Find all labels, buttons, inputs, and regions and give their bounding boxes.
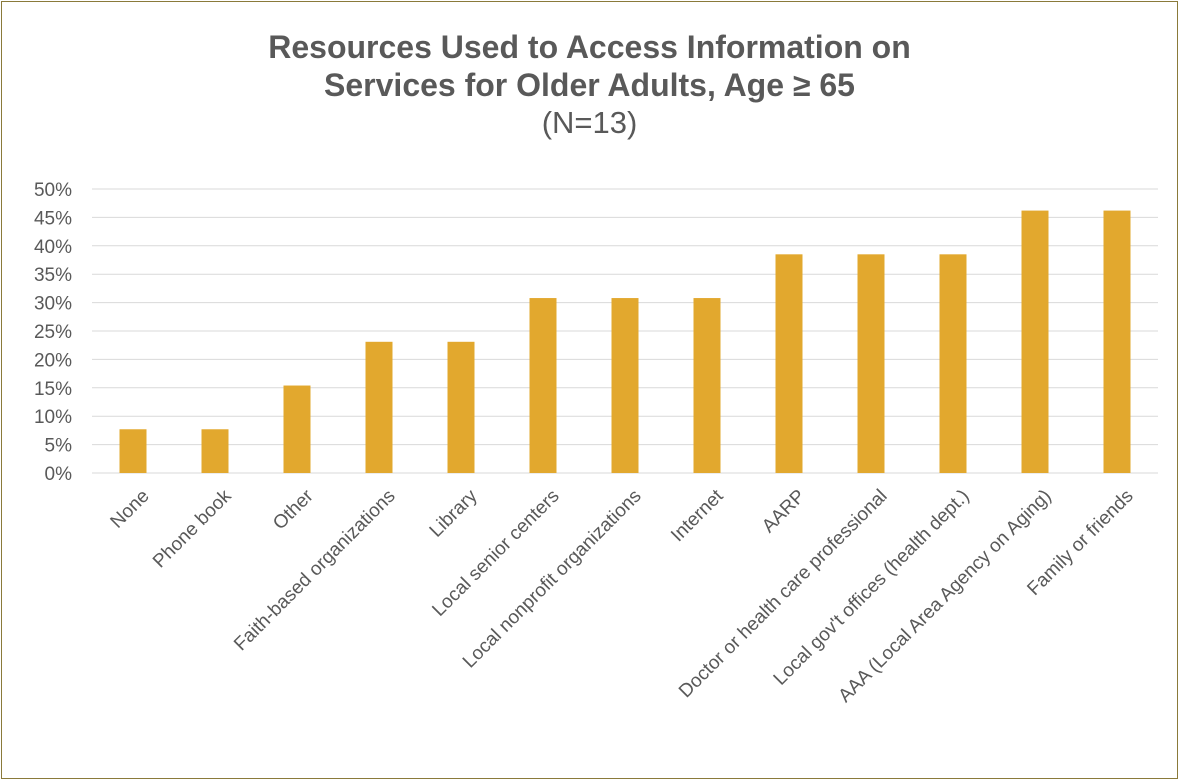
y-tick-label: 15% [34, 379, 72, 400]
bar [775, 254, 803, 473]
y-tick-label: 25% [34, 322, 72, 343]
chart-title-line-1: Resources Used to Access Information on [268, 29, 911, 65]
chart-subtitle: (N=13) [541, 105, 638, 140]
y-tick-label: 10% [34, 407, 72, 428]
x-tick-label: None [107, 486, 154, 533]
bar [939, 254, 967, 473]
x-tick-label: AARP [758, 486, 809, 537]
chart-title: Resources Used to Access Information on … [0, 28, 1179, 142]
y-tick-label: 50% [34, 180, 72, 201]
x-tick-label: Faith-based organizations [230, 486, 399, 655]
y-tick-label: 20% [34, 350, 72, 371]
y-tick-label: 30% [34, 294, 72, 315]
bar [529, 298, 557, 473]
x-tick-label: Local nonprofit organizations [459, 486, 646, 673]
x-tick-label: Library [426, 485, 482, 541]
y-tick-label: 40% [34, 237, 72, 258]
bar [447, 341, 475, 473]
bar [283, 385, 311, 473]
bar [201, 429, 229, 473]
y-axis-ticks: 0% 5% 10% 15% 20% 25% 30% 35% 40% 45% 50% [34, 180, 72, 485]
x-tick-label: Internet [667, 485, 728, 546]
y-tick-label: 0% [45, 464, 73, 485]
bars [119, 210, 1131, 474]
y-tick-label: 35% [34, 265, 72, 286]
bar [857, 254, 885, 473]
y-tick-label: 5% [45, 436, 73, 457]
x-tick-label: Other [269, 485, 318, 534]
x-tick-label: Phone book [149, 485, 236, 572]
chart-title-line-2: Services for Older Adults, Age ≥ 65 [324, 67, 855, 103]
bar [693, 298, 721, 473]
bar [365, 341, 393, 473]
bar [1103, 210, 1131, 474]
bar [1021, 210, 1049, 474]
bar [611, 298, 639, 473]
bar [119, 429, 147, 473]
y-tick-label: 45% [34, 208, 72, 229]
